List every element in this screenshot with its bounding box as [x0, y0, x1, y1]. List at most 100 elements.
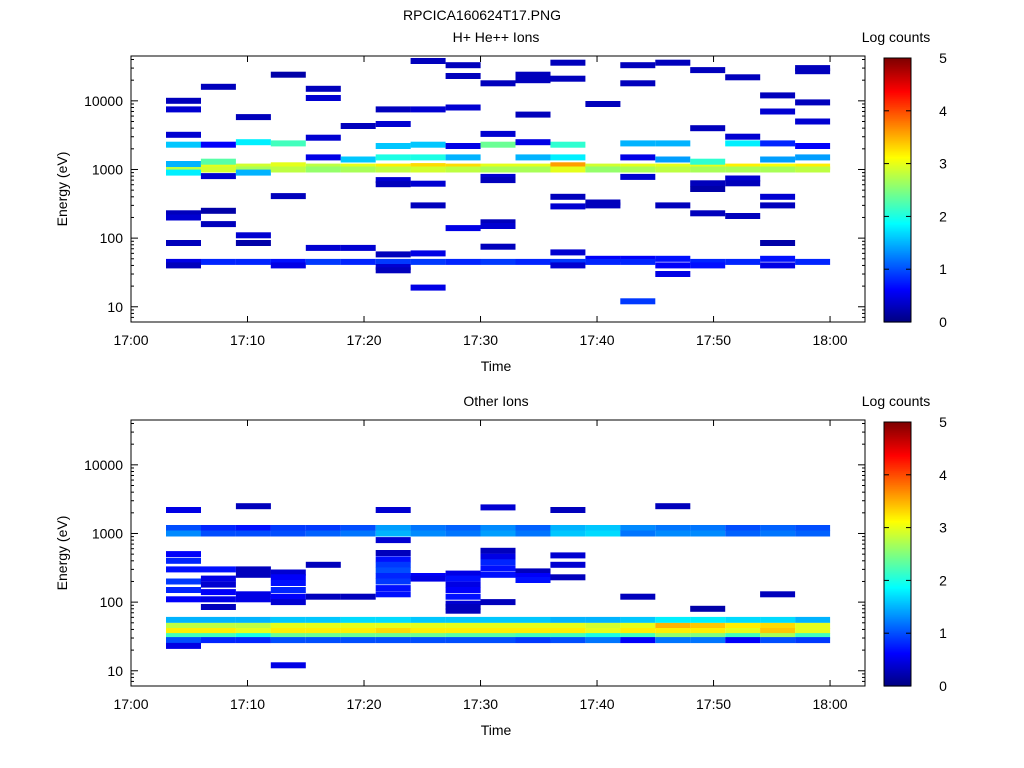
colorbar-segment: [884, 566, 911, 569]
colorbar-segment: [884, 492, 911, 495]
heatmap-cell: [655, 530, 691, 537]
colorbar-segment: [884, 92, 911, 95]
colorbar-segment: [884, 540, 911, 543]
heatmap-cell: [375, 267, 411, 274]
colorbar-segment: [884, 184, 911, 187]
heatmap-cell: [480, 571, 516, 578]
heatmap-cell: [795, 530, 831, 537]
heatmap-cell: [270, 162, 306, 169]
colorbar-segment: [884, 654, 911, 657]
heatmap-cell: [515, 71, 551, 78]
x-tick-label: 17:40: [580, 696, 615, 712]
colorbar-segment: [884, 678, 911, 681]
colorbar-tick-label: 5: [939, 414, 947, 430]
colorbar-segment: [884, 192, 911, 195]
colorbar-segment: [884, 428, 911, 431]
colorbar-segment: [884, 98, 911, 101]
colorbar-segment: [884, 552, 911, 555]
colorbar-segment: [884, 532, 911, 535]
heatmap-cell: [515, 530, 551, 537]
colorbar-segment: [884, 238, 911, 241]
heatmap-cell: [340, 244, 376, 251]
colorbar-segment: [884, 306, 911, 309]
colorbar-segment: [884, 284, 911, 287]
heatmap-cell: [375, 258, 411, 265]
colorbar-segment: [884, 276, 911, 279]
colorbar-segment: [884, 282, 911, 285]
panel-other-ions: Other Ions 17:00 17:10 17:20 17:30 17:40 17:5…: [54, 393, 947, 738]
heatmap-cell: [760, 108, 796, 115]
heatmap-cell: [795, 637, 831, 644]
colorbar-segment: [884, 588, 911, 591]
heatmap-cell: [340, 628, 376, 634]
colorbar-segment: [884, 244, 911, 247]
heatmap-cell: [166, 628, 201, 634]
heatmap-cell: [515, 166, 551, 173]
heatmap-cell: [375, 507, 411, 513]
colorbar-segment: [884, 194, 911, 197]
heatmap-cell: [690, 180, 726, 187]
colorbar-segment: [884, 180, 911, 183]
x-tick-label: 17:00: [113, 332, 148, 348]
colorbar-segment: [884, 650, 911, 653]
heatmap-cell: [305, 628, 341, 634]
heatmap-cell: [235, 240, 271, 246]
colorbar-segment: [884, 562, 911, 565]
heatmap-cell: [375, 177, 411, 184]
heatmap-cell: [480, 173, 516, 180]
heatmap-cell: [305, 633, 341, 640]
heatmap-cell: [515, 154, 551, 161]
heatmap-cell: [375, 616, 411, 623]
panel-1-ylabel: Energy (eV): [54, 152, 70, 227]
colorbar-segment: [884, 674, 911, 677]
heatmap-cell: [795, 616, 831, 623]
x-tick-label: 17:00: [113, 696, 148, 712]
x-tick-label: 17:50: [696, 696, 731, 712]
panel-h-he-ions: H+ He++ Ions 17:00 17:10 17:20 17:30 17:40 17…: [54, 29, 947, 374]
colorbar-segment: [884, 504, 911, 507]
heatmap-cell: [585, 202, 621, 209]
heatmap-cell: [445, 616, 481, 623]
colorbar-segment: [884, 570, 911, 573]
heatmap-cell: [340, 258, 376, 265]
colorbar-segment: [884, 60, 911, 63]
colorbar-segment: [884, 270, 911, 273]
colorbar-segment: [884, 208, 911, 211]
heatmap-cell: [655, 255, 691, 262]
heatmap-cell: [795, 65, 831, 72]
heatmap-cell: [655, 616, 691, 623]
heatmap-cell: [200, 575, 236, 582]
heatmap-cell: [375, 556, 411, 563]
colorbar-segment: [884, 294, 911, 297]
heatmap-cell: [690, 166, 726, 173]
heatmap-cell: [166, 633, 201, 640]
heatmap-cell: [655, 166, 691, 173]
colorbar-segment: [884, 576, 911, 579]
heatmap-cell: [340, 593, 376, 600]
colorbar-segment: [884, 132, 911, 135]
colorbar-segment: [884, 106, 911, 109]
heatmap-cell: [166, 214, 201, 221]
colorbar-segment: [884, 310, 911, 313]
y-tick-label: 10: [107, 299, 123, 315]
heatmap-cell: [445, 225, 481, 232]
colorbar-segment: [884, 618, 911, 621]
colorbar-segment: [884, 160, 911, 163]
colorbar-segment: [884, 478, 911, 481]
colorbar-segment: [884, 102, 911, 105]
heatmap-cell: [725, 213, 761, 219]
figure-title: RPCICA160624T17.PNG: [403, 7, 561, 23]
heatmap-cell: [550, 193, 586, 200]
heatmap-cell: [480, 166, 516, 173]
heatmap-cell: [166, 161, 201, 167]
colorbar-segment: [884, 496, 911, 499]
heatmap-cell: [585, 637, 621, 644]
heatmap-cell: [270, 580, 306, 586]
heatmap-cell: [270, 530, 306, 537]
heatmap-cell: [235, 525, 271, 531]
colorbar-segment: [884, 498, 911, 501]
heatmap-cell: [410, 637, 446, 644]
heatmap-cell: [445, 628, 481, 634]
heatmap-cell: [550, 166, 586, 173]
colorbar-segment: [884, 300, 911, 303]
